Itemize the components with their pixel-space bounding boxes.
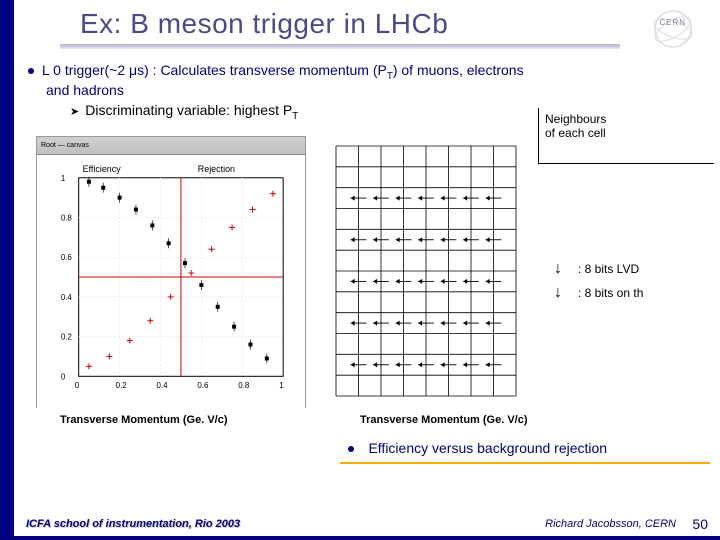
svg-text:0: 0 xyxy=(75,381,80,390)
sub-pt-subscript: T xyxy=(292,111,298,122)
sub-bullet: ➤ Discriminating variable: highest PT xyxy=(70,102,298,122)
svg-text:0.8: 0.8 xyxy=(61,213,73,222)
footer-left: ICFA school of instrumentation, Rio 2003 xyxy=(26,518,240,530)
svg-text:1: 1 xyxy=(279,381,284,390)
svg-text:0.6: 0.6 xyxy=(197,381,209,390)
legend-neighbours: Neighbours of each cell xyxy=(538,108,714,164)
footer-right: Richard Jacobsson, CERN xyxy=(545,518,676,530)
orange-underline xyxy=(340,462,710,464)
legend-row-1: ↓ : 8 bits LVD xyxy=(538,260,714,278)
cern-label: CERN xyxy=(659,18,686,27)
left-accent-bar xyxy=(0,0,14,540)
down-arrow-icon: ↓ xyxy=(538,284,578,302)
caption-right: Transverse Momentum (Ge. V/c) xyxy=(360,414,528,426)
svg-text:0.2: 0.2 xyxy=(61,333,73,342)
svg-text:1: 1 xyxy=(61,174,66,183)
svg-text:Rejection: Rejection xyxy=(198,164,235,174)
legend-row-2: ↓ : 8 bits on th xyxy=(538,284,714,302)
bullet-text-2: and hadrons xyxy=(46,82,688,98)
bottom-accent-bar xyxy=(0,536,720,540)
svg-text:0.4: 0.4 xyxy=(61,293,73,302)
efficiency-text: Efficiency versus background rejection xyxy=(368,440,607,456)
legend-text-1: Neighbours xyxy=(545,112,708,126)
chart-plot-area: Efficiency Rejection 0 0.2 0.4 0.6 0.8 1 0 0.2 0.4… xyxy=(37,155,305,409)
bullet-text-1a: L 0 trigger(~2 xyxy=(42,62,129,78)
arrow-icon: ➤ xyxy=(70,105,79,118)
slide-title: Ex: B meson trigger in LHCb xyxy=(80,8,448,40)
title-underline xyxy=(60,44,620,49)
svg-text:0.6: 0.6 xyxy=(61,253,73,262)
bullet-text-1b: s) : Calculates transverse momentum (P xyxy=(137,62,387,78)
down-arrow-icon: ↓ xyxy=(538,260,578,278)
bullet-dot-icon xyxy=(28,68,34,74)
legend-text-2: of each cell xyxy=(545,126,708,140)
cern-logo xyxy=(650,6,696,52)
caption-left: Transverse Momentum (Ge. V/c) xyxy=(60,414,228,426)
mu-symbol: μ xyxy=(129,62,137,78)
grid-diagram xyxy=(326,136,526,408)
bullet-text-1c: ) of muons, electrons xyxy=(393,62,524,78)
sub-bullet-text: Discriminating variable: highest P xyxy=(85,102,292,118)
efficiency-statement: Efficiency versus background rejection xyxy=(340,440,710,464)
chart-toolbar: Root — canvas xyxy=(37,137,305,155)
svg-text:0.2: 0.2 xyxy=(116,381,128,390)
bullet-dot-icon xyxy=(348,446,354,452)
page-number: 50 xyxy=(692,516,708,532)
legend-bits-1: : 8 bits LVD xyxy=(578,262,639,276)
svg-text:0.8: 0.8 xyxy=(238,381,250,390)
efficiency-chart: Root — canvas Efficiency Rejection 0 0.2 0.4… xyxy=(36,136,306,408)
svg-text:0.4: 0.4 xyxy=(157,381,169,390)
legend-bits-2: : 8 bits on th xyxy=(578,286,643,300)
legend-bits: ↓ : 8 bits LVD ↓ : 8 bits on th xyxy=(538,254,714,344)
main-bullet: L 0 trigger(~2 μs) : Calculates transver… xyxy=(28,62,688,98)
svg-text:0: 0 xyxy=(61,372,66,381)
svg-text:Efficiency: Efficiency xyxy=(83,164,122,174)
